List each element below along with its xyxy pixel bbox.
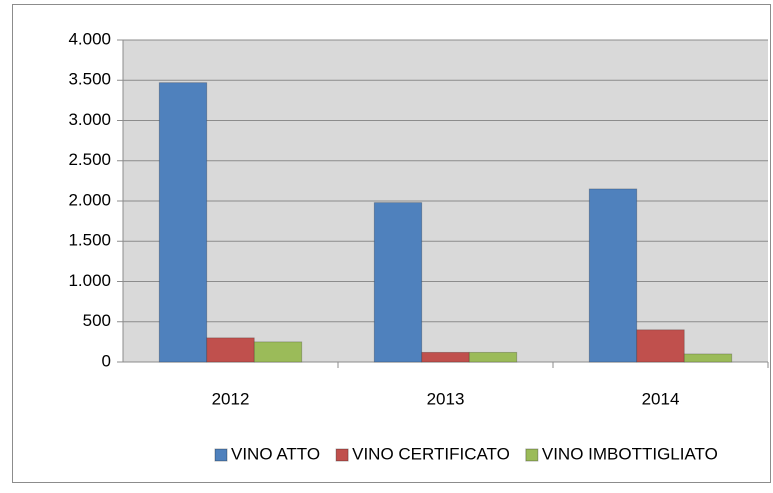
x-tick-label: 2014 — [642, 389, 680, 408]
bar — [636, 329, 685, 363]
bar — [421, 351, 470, 363]
y-tick-label: 3.000 — [68, 110, 111, 129]
legend-label: VINO IMBOTTIGLIATO — [542, 444, 718, 463]
bar — [206, 337, 255, 363]
x-tick-label: 2012 — [212, 389, 250, 408]
bar — [253, 341, 303, 363]
legend-swatch — [214, 448, 228, 462]
x-tick-label: 2013 — [427, 389, 465, 408]
y-tick-label: 1.000 — [68, 271, 111, 290]
bar — [468, 351, 518, 363]
legend-swatch — [525, 448, 539, 462]
y-tick-label: 0 — [102, 351, 111, 370]
legend-label: VINO CERTIFICATO — [352, 444, 510, 463]
legend-label: VINO ATTO — [231, 444, 320, 463]
y-tick-label: 2.500 — [68, 150, 111, 169]
bar — [683, 353, 733, 363]
legend-swatch — [335, 448, 349, 462]
y-tick-label: 1.500 — [68, 231, 111, 250]
bar — [158, 82, 208, 363]
y-tick-label: 500 — [83, 311, 111, 330]
y-tick-label: 4.000 — [68, 29, 111, 48]
bar — [588, 188, 638, 363]
bar — [373, 202, 423, 363]
y-tick-label: 3.500 — [68, 70, 111, 89]
y-tick-label: 2.000 — [68, 190, 111, 209]
